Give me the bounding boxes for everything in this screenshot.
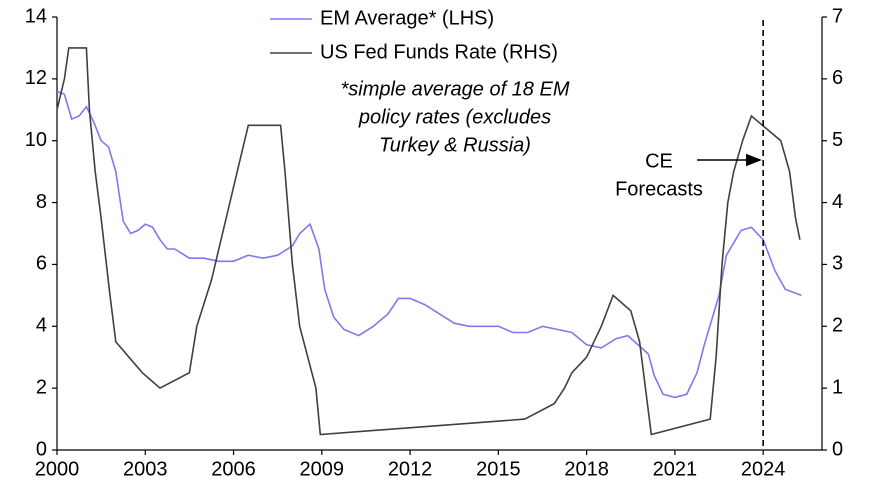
- y2-tick-label: 6: [832, 67, 843, 89]
- series-line: [56, 47, 801, 436]
- y2-tick-label: 1: [832, 376, 843, 398]
- y-tick-label: 8: [36, 191, 47, 213]
- y2-tick-label: 2: [832, 315, 843, 337]
- y2-tick-label: 0: [832, 438, 843, 460]
- series-line: [56, 90, 802, 399]
- x-tick-label: 2000: [35, 458, 80, 480]
- x-tick-label: 2021: [653, 458, 698, 480]
- y-tick-label: 14: [25, 5, 47, 27]
- y-tick-label: 2: [36, 376, 47, 398]
- annotation-text: CE: [645, 150, 673, 172]
- note-text: *simple average of 18 EM: [340, 78, 569, 100]
- y-tick-label: 4: [36, 315, 47, 337]
- y-tick-label: 0: [36, 438, 47, 460]
- y2-tick-label: 7: [832, 5, 843, 27]
- y2-tick-label: 5: [832, 129, 843, 151]
- legend-label: EM Average* (LHS): [320, 7, 494, 29]
- x-tick-label: 2006: [211, 458, 256, 480]
- y-tick-label: 12: [25, 67, 47, 89]
- x-tick-label: 2018: [564, 458, 609, 480]
- note-text: Turkey & Russia): [379, 134, 531, 156]
- y-tick-label: 6: [36, 253, 47, 275]
- x-tick-label: 2012: [388, 458, 433, 480]
- y2-tick-label: 3: [832, 253, 843, 275]
- y2-tick-label: 4: [832, 191, 843, 213]
- x-tick-label: 2009: [300, 458, 345, 480]
- annotation-text: Forecasts: [615, 178, 703, 200]
- legend-label: US Fed Funds Rate (RHS): [320, 41, 558, 63]
- note-text: policy rates (excludes: [358, 106, 551, 128]
- x-tick-label: 2003: [123, 458, 168, 480]
- y-tick-label: 10: [25, 129, 47, 151]
- x-tick-label: 2015: [476, 458, 521, 480]
- x-tick-label: 2024: [741, 458, 786, 480]
